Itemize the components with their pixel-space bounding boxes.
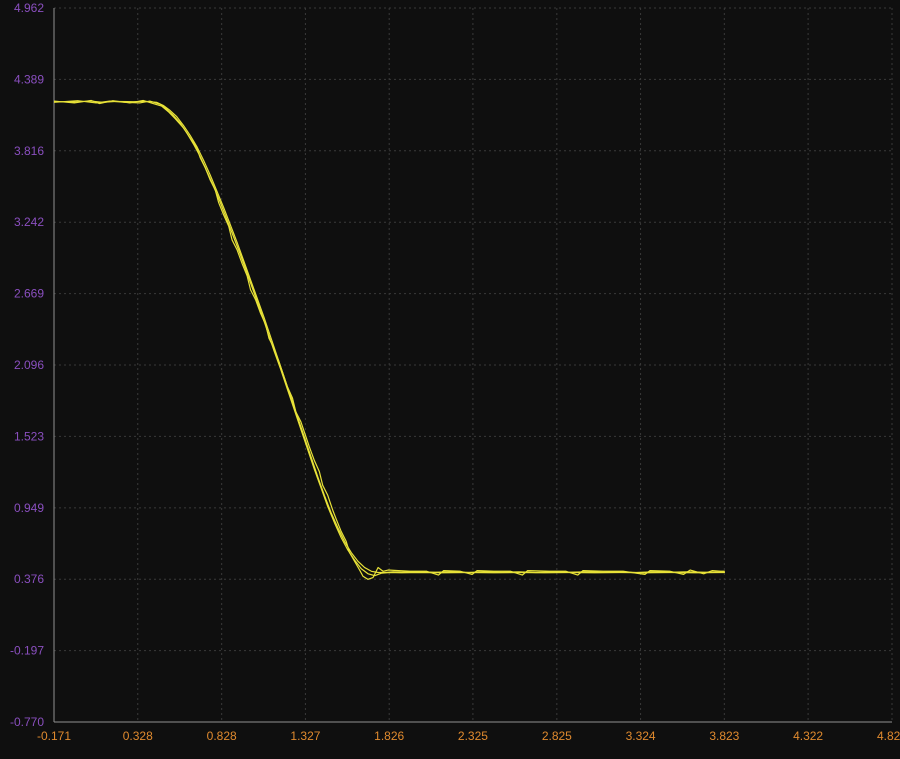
x-tick-label: 2.325 [458, 729, 488, 743]
y-tick-label: 3.242 [14, 215, 44, 229]
y-tick-label: 0.949 [14, 501, 44, 515]
x-tick-label: 4.822 [877, 729, 900, 743]
y-tick-label: 1.523 [14, 429, 44, 443]
chart-background [0, 0, 900, 759]
y-tick-label: 3.816 [14, 144, 44, 158]
y-tick-label: 2.669 [14, 287, 44, 301]
y-tick-label: 4.389 [14, 72, 44, 86]
x-tick-label: -0.171 [37, 729, 71, 743]
x-tick-label: 1.826 [374, 729, 404, 743]
y-tick-label: 0.376 [14, 572, 44, 586]
y-tick-label: -0.770 [10, 715, 44, 729]
y-tick-label: 4.962 [14, 1, 44, 15]
x-tick-label: 3.823 [709, 729, 739, 743]
x-tick-label: 0.328 [123, 729, 153, 743]
x-tick-label: 2.825 [542, 729, 572, 743]
chart-svg: -0.171 0.328 0.828 1.327 1.826 2.325 2.825 3.32… [0, 0, 900, 759]
y-tick-label: 2.096 [14, 358, 44, 372]
x-tick-label: 3.324 [626, 729, 656, 743]
chart-container: -0.171 0.328 0.828 1.327 1.826 2.325 2.825 3.32… [0, 0, 900, 759]
y-tick-label: -0.197 [10, 644, 44, 658]
x-tick-label: 4.322 [793, 729, 823, 743]
x-tick-label: 1.327 [290, 729, 320, 743]
x-tick-label: 0.828 [207, 729, 237, 743]
